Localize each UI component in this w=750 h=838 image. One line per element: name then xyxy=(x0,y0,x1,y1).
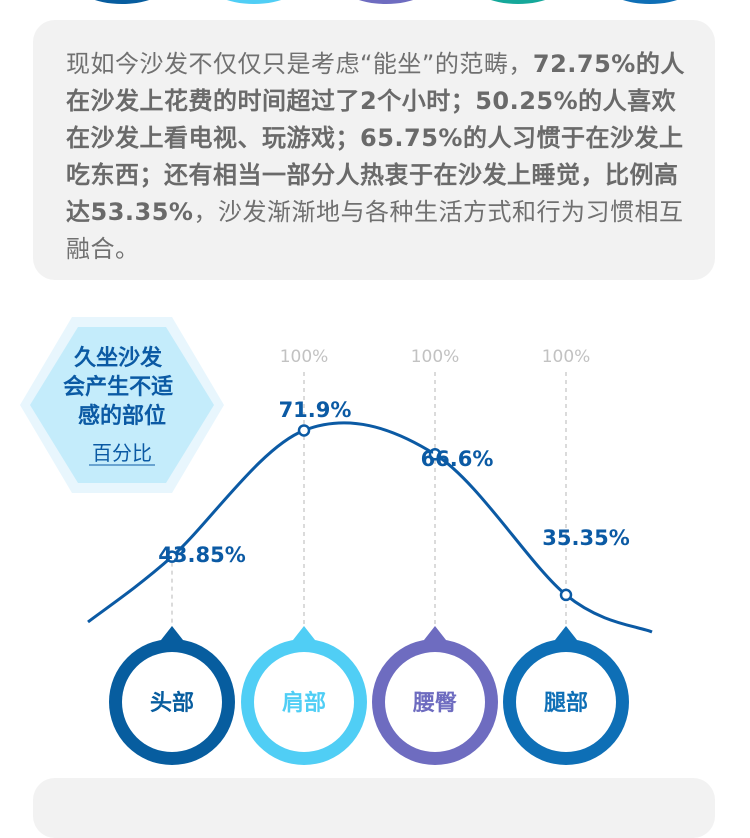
value-label: 71.9% xyxy=(279,398,352,422)
reference-label: 100% xyxy=(411,347,460,367)
category-inner xyxy=(122,652,222,752)
category-pointer xyxy=(161,626,183,640)
reference-label: 100% xyxy=(280,347,329,367)
reference-label: 100% xyxy=(542,347,591,367)
data-point xyxy=(559,588,573,602)
value-label: 43.85% xyxy=(158,543,245,567)
category-pointer xyxy=(293,626,315,640)
data-point xyxy=(165,550,179,563)
chart-marks: 100% 100% 100% 43.85% 71.9% 66.6% 35.35% 头部 肩部 腰臀… xyxy=(87,347,653,765)
paragraph-segment: 72.75%的人在沙发上花费的时间超过了2个小时；50.25%的人喜欢在沙发上看… xyxy=(66,50,685,226)
data-point xyxy=(297,424,311,437)
badge-title-line-2: 会产生不适 xyxy=(63,374,173,400)
category-inner xyxy=(254,652,354,752)
badge-title: 久坐沙发 会产生不适 感的部位 xyxy=(63,345,181,429)
category-label: 腿部 xyxy=(544,690,588,716)
value-label: 35.35% xyxy=(542,526,629,550)
badge-title-line-1: 久坐沙发 xyxy=(74,345,163,371)
category-label: 头部 xyxy=(150,690,194,716)
top-circle-5 xyxy=(600,0,700,4)
category-pointer xyxy=(555,626,577,640)
category-inner xyxy=(385,652,485,752)
intro-card: 现如今沙发不仅仅只是考虑“能坐”的范畴，72.75%的人在沙发上花费的时间超过了… xyxy=(33,20,715,280)
top-circle-4 xyxy=(468,0,568,4)
badge-title-line-3: 感的部位 xyxy=(78,403,166,429)
top-circle-2 xyxy=(204,0,304,4)
category-inner xyxy=(516,652,616,752)
top-circle-3 xyxy=(336,0,436,4)
top-circle-1 xyxy=(72,0,172,4)
intro-paragraph: 现如今沙发不仅仅只是考虑“能坐”的范畴，72.75%的人在沙发上花费的时间超过了… xyxy=(66,46,686,268)
badge-subtitle: 百分比 xyxy=(92,441,152,465)
badge-hexagon xyxy=(30,327,214,483)
category-label: 肩部 xyxy=(282,690,326,716)
category-pointer xyxy=(424,626,446,640)
value-label: 66.6% xyxy=(421,447,494,471)
body-discomfort-chart: 久坐沙发 会产生不适 感的部位 百分比 100% 100% 100% 43.85% 71… xyxy=(20,317,653,765)
category-label: 腰臀 xyxy=(412,691,457,716)
title-badge: 久坐沙发 会产生不适 感的部位 百分比 xyxy=(20,317,224,493)
paragraph-segment: ，沙发渐渐地与各种生活方式和行为习惯相互融合。 xyxy=(66,198,684,263)
paragraph-segment: 现如今沙发不仅仅只是考虑“能坐”的范畴， xyxy=(66,50,533,78)
next-card xyxy=(33,778,715,838)
data-point xyxy=(428,448,442,461)
